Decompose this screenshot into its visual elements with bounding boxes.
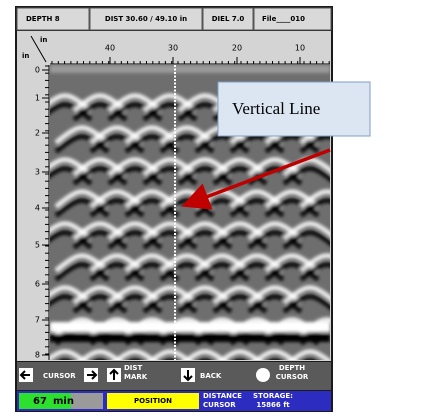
x-tick-label: 10: [295, 44, 305, 53]
y-tick-label: 2: [35, 129, 40, 138]
y-tick-label: 0: [35, 66, 40, 75]
y-tick-label: 7: [35, 316, 40, 325]
y-tick-label: 5: [35, 241, 40, 250]
x-tick-label: 30: [168, 44, 178, 53]
y-tick-label: 1: [35, 94, 40, 103]
diel-field: DIEL 7.0: [212, 15, 245, 23]
reflection-band: [50, 334, 330, 342]
mode-label: POSITION: [134, 397, 172, 405]
cursor-label: CURSOR: [43, 372, 76, 380]
time-unit: min: [53, 396, 74, 407]
annotation-text: Vertical Line: [232, 99, 320, 118]
time-value: 67: [33, 396, 47, 407]
status-bar: 67 min POSITION DISTANCE CURSOR STORAGE:…: [17, 391, 331, 411]
button-bar: CURSOR DIST MARK BACK DEPTH CURSOR: [17, 362, 331, 390]
depth-cursor-label: DEPTH CURSOR: [272, 364, 312, 382]
x-tick-label: 40: [105, 44, 115, 53]
back-label: BACK: [200, 372, 222, 380]
y-unit: in: [22, 52, 29, 60]
header: DEPTH 8 DIST 30.60 / 49.10 in DIEL 7.0 F…: [17, 8, 331, 30]
dist-field: DIST 30.60 / 49.10 in: [105, 15, 187, 23]
file-field: File____010: [262, 15, 305, 23]
reflection-band: [50, 322, 330, 332]
distance-cursor-label: DISTANCE CURSOR: [203, 391, 249, 410]
x-unit: in: [40, 36, 47, 44]
y-tick-label: 6: [35, 280, 40, 289]
screen: DEPTH 8 DIST 30.60 / 49.10 in DIEL 7.0 F…: [0, 0, 448, 416]
y-tick-label: 4: [35, 204, 40, 213]
depth-cursor-button[interactable]: [256, 368, 270, 382]
surface-band: [50, 65, 330, 73]
depth-field: DEPTH 8: [26, 15, 60, 23]
storage-label: STORAGE: 15866 ft: [252, 391, 294, 410]
x-tick-label: 20: [232, 44, 242, 53]
y-tick-label: 8: [35, 351, 40, 360]
y-tick-label: 3: [35, 168, 40, 177]
dist-mark-label: DIST MARK: [124, 364, 150, 382]
